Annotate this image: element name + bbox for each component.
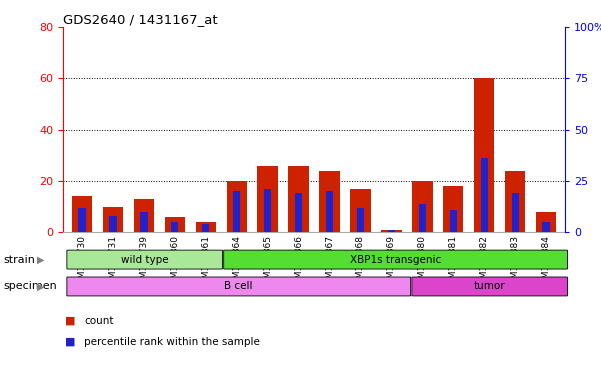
Bar (227, 181, 246, 232)
Bar (388, 230, 395, 232)
Bar (264, 189, 272, 232)
Text: ▶: ▶ (37, 281, 44, 291)
Text: GDS2640 / 1431167_at: GDS2640 / 1431167_at (63, 13, 218, 26)
Bar (326, 191, 334, 232)
Bar (109, 216, 117, 232)
Bar (140, 212, 147, 232)
Bar (505, 170, 525, 232)
Bar (195, 222, 216, 232)
Bar (288, 166, 308, 232)
Bar (444, 186, 463, 232)
Bar (511, 193, 519, 232)
Bar (133, 199, 154, 232)
Text: ▶: ▶ (37, 255, 44, 265)
Bar (72, 196, 92, 232)
FancyBboxPatch shape (224, 250, 567, 269)
FancyBboxPatch shape (67, 250, 222, 269)
Bar (103, 207, 123, 232)
Text: B cell: B cell (225, 281, 253, 291)
Bar (171, 222, 178, 232)
Text: count: count (84, 316, 114, 326)
Bar (474, 78, 495, 232)
FancyBboxPatch shape (412, 277, 567, 296)
FancyBboxPatch shape (67, 277, 410, 296)
Bar (350, 189, 371, 232)
Bar (412, 181, 433, 232)
Text: percentile rank within the sample: percentile rank within the sample (84, 337, 260, 347)
Bar (320, 170, 340, 232)
Bar (450, 210, 457, 232)
Bar (165, 217, 185, 232)
Bar (536, 212, 557, 232)
Bar (233, 191, 240, 232)
Text: specimen: specimen (3, 281, 56, 291)
Bar (294, 193, 302, 232)
Bar (418, 204, 426, 232)
Text: ■: ■ (65, 337, 75, 347)
Text: wild type: wild type (121, 255, 168, 265)
Bar (257, 166, 278, 232)
Bar (78, 208, 85, 232)
Text: tumor: tumor (474, 281, 505, 291)
Bar (202, 224, 210, 232)
Bar (356, 208, 364, 232)
Bar (382, 230, 401, 232)
Text: strain: strain (3, 255, 35, 265)
Bar (481, 158, 488, 232)
Bar (543, 222, 551, 232)
Text: ■: ■ (65, 316, 75, 326)
Text: XBP1s transgenic: XBP1s transgenic (350, 255, 441, 265)
